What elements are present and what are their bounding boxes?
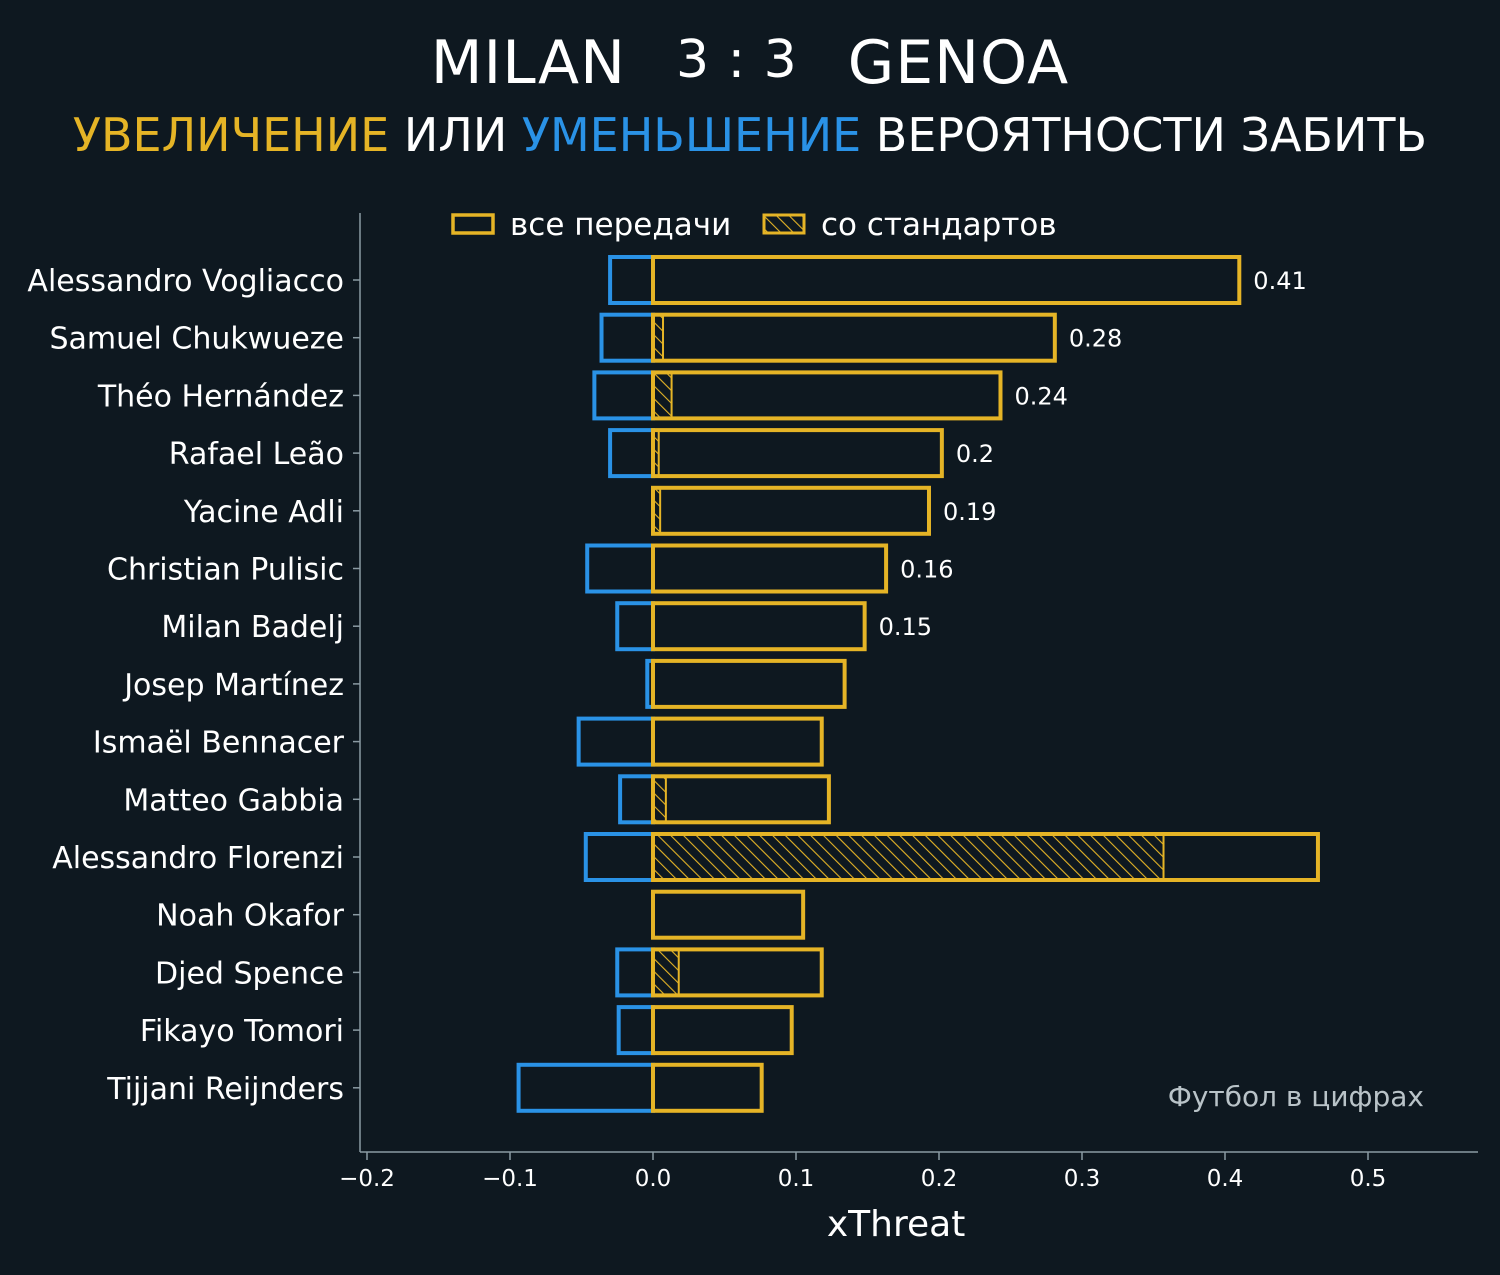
player-label: Matteo Gabbia [123,783,344,818]
legend-swatch-all-passes [451,213,495,235]
decrease-bar [616,1005,655,1056]
increase-bar [651,716,824,767]
decrease-bar [608,428,655,479]
decrease-bar [516,1062,656,1113]
increase-bar [651,1062,764,1113]
subtitle-or: ИЛИ [403,108,508,162]
x-tick-label: 0.4 [1207,1166,1244,1192]
set-piece-bar [652,948,680,997]
legend-label-all-passes: все передачи [510,207,731,243]
decrease-bar [615,601,655,652]
bar-value-label: 0.24 [1014,382,1067,410]
watermark-text: Футбол в цифрах [1168,1080,1424,1113]
increase-bar [651,428,944,479]
x-tick-label: 0.2 [921,1166,958,1192]
player-label: Christian Pulisic [107,553,344,588]
increase-bar [651,889,806,940]
player-label: Yacine Adli [183,495,344,530]
player-label: Rafael Leão [169,437,344,472]
x-tick-label: 0.1 [778,1166,815,1192]
x-tick-label: 0.5 [1350,1166,1387,1192]
increase-bar [651,832,1320,882]
player-label: Noah Okafor [156,899,344,934]
bar-value-label: 0.28 [1069,325,1122,353]
x-tick-label: 0.0 [635,1166,672,1192]
increase-bar [651,255,1242,305]
decrease-bar [608,255,655,305]
player-label: Ismaël Bennacer [93,726,345,761]
increase-bar [651,774,831,825]
bar-value-label: 0.19 [943,498,996,526]
x-axis-label: xThreat [827,1204,965,1245]
player-label: Théo Hernández [97,379,344,414]
player-label: Djed Spence [155,956,344,991]
increase-bar [651,947,824,998]
set-piece-bar [652,371,673,420]
increase-bar [651,485,931,536]
player-label: Josep Martínez [122,668,344,703]
chart-subtitle: УВЕЛИЧЕНИЕ ИЛИ УМЕНЬШЕНИЕ ВЕРОЯТНОСТИ ЗА… [0,108,1500,162]
set-piece-bar [652,833,1165,881]
decrease-bar [583,832,655,882]
away-team-name: GENOA [847,28,1070,98]
player-label: Alessandro Vogliacco [27,264,344,299]
player-label: Alessandro Florenzi [52,841,344,876]
x-tick-label: −0.2 [339,1166,395,1192]
x-tick-label: −0.1 [482,1166,538,1192]
x-tick-label: 0.3 [1064,1166,1101,1192]
increase-bar [651,658,847,709]
decrease-bar [615,947,655,998]
subtitle-decrease: УМЕНЬШЕНИЕ [521,108,862,162]
subtitle-increase: УВЕЛИЧЕНИЕ [72,108,390,162]
bar-value-label: 0.2 [956,440,994,468]
bar-value-label: 0.15 [879,613,932,641]
legend-swatch-set-pieces [762,213,806,235]
player-label: Samuel Chukwueze [49,322,344,357]
increase-bar [651,1005,794,1056]
decrease-bar [592,370,655,421]
home-team-name: MILAN [430,28,626,98]
bar-value-label: 0.16 [900,556,953,584]
increase-bar [651,543,889,594]
chart-title: MILAN 3 : 3 GENOA [0,28,1500,98]
player-label: Milan Badelj [161,610,344,645]
player-label: Tijjani Reijnders [106,1072,344,1107]
decrease-bar [585,543,655,594]
decrease-bar [599,312,656,363]
subtitle-rest: ВЕРОЯТНОСТИ ЗАБИТЬ [875,108,1428,162]
decrease-bar [618,774,655,825]
decrease-bar [576,716,656,767]
increase-bar [651,312,1057,363]
increase-bar [651,601,867,652]
match-score: 3 : 3 [675,30,798,90]
legend-label-set-pieces: со стандартов [821,207,1057,243]
player-label: Fikayo Tomori [140,1014,344,1049]
bar-value-label: 0.41 [1253,267,1306,295]
increase-bar [651,370,1003,421]
